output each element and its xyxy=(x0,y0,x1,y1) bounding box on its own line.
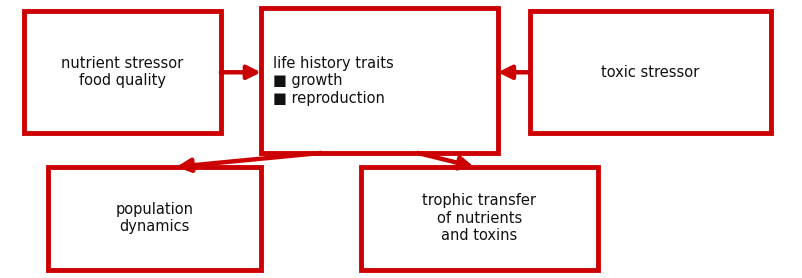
Text: toxic stressor: toxic stressor xyxy=(601,65,699,80)
FancyBboxPatch shape xyxy=(24,11,221,133)
FancyBboxPatch shape xyxy=(361,167,597,270)
Text: nutrient stressor
food quality: nutrient stressor food quality xyxy=(61,56,183,88)
Text: trophic transfer
of nutrients
and toxins: trophic transfer of nutrients and toxins xyxy=(422,193,536,243)
FancyBboxPatch shape xyxy=(261,8,497,153)
FancyBboxPatch shape xyxy=(48,167,261,270)
Text: life history traits
■ growth
■ reproduction: life history traits ■ growth ■ reproduct… xyxy=(273,56,393,106)
FancyBboxPatch shape xyxy=(529,11,770,133)
Text: population
dynamics: population dynamics xyxy=(115,202,193,234)
